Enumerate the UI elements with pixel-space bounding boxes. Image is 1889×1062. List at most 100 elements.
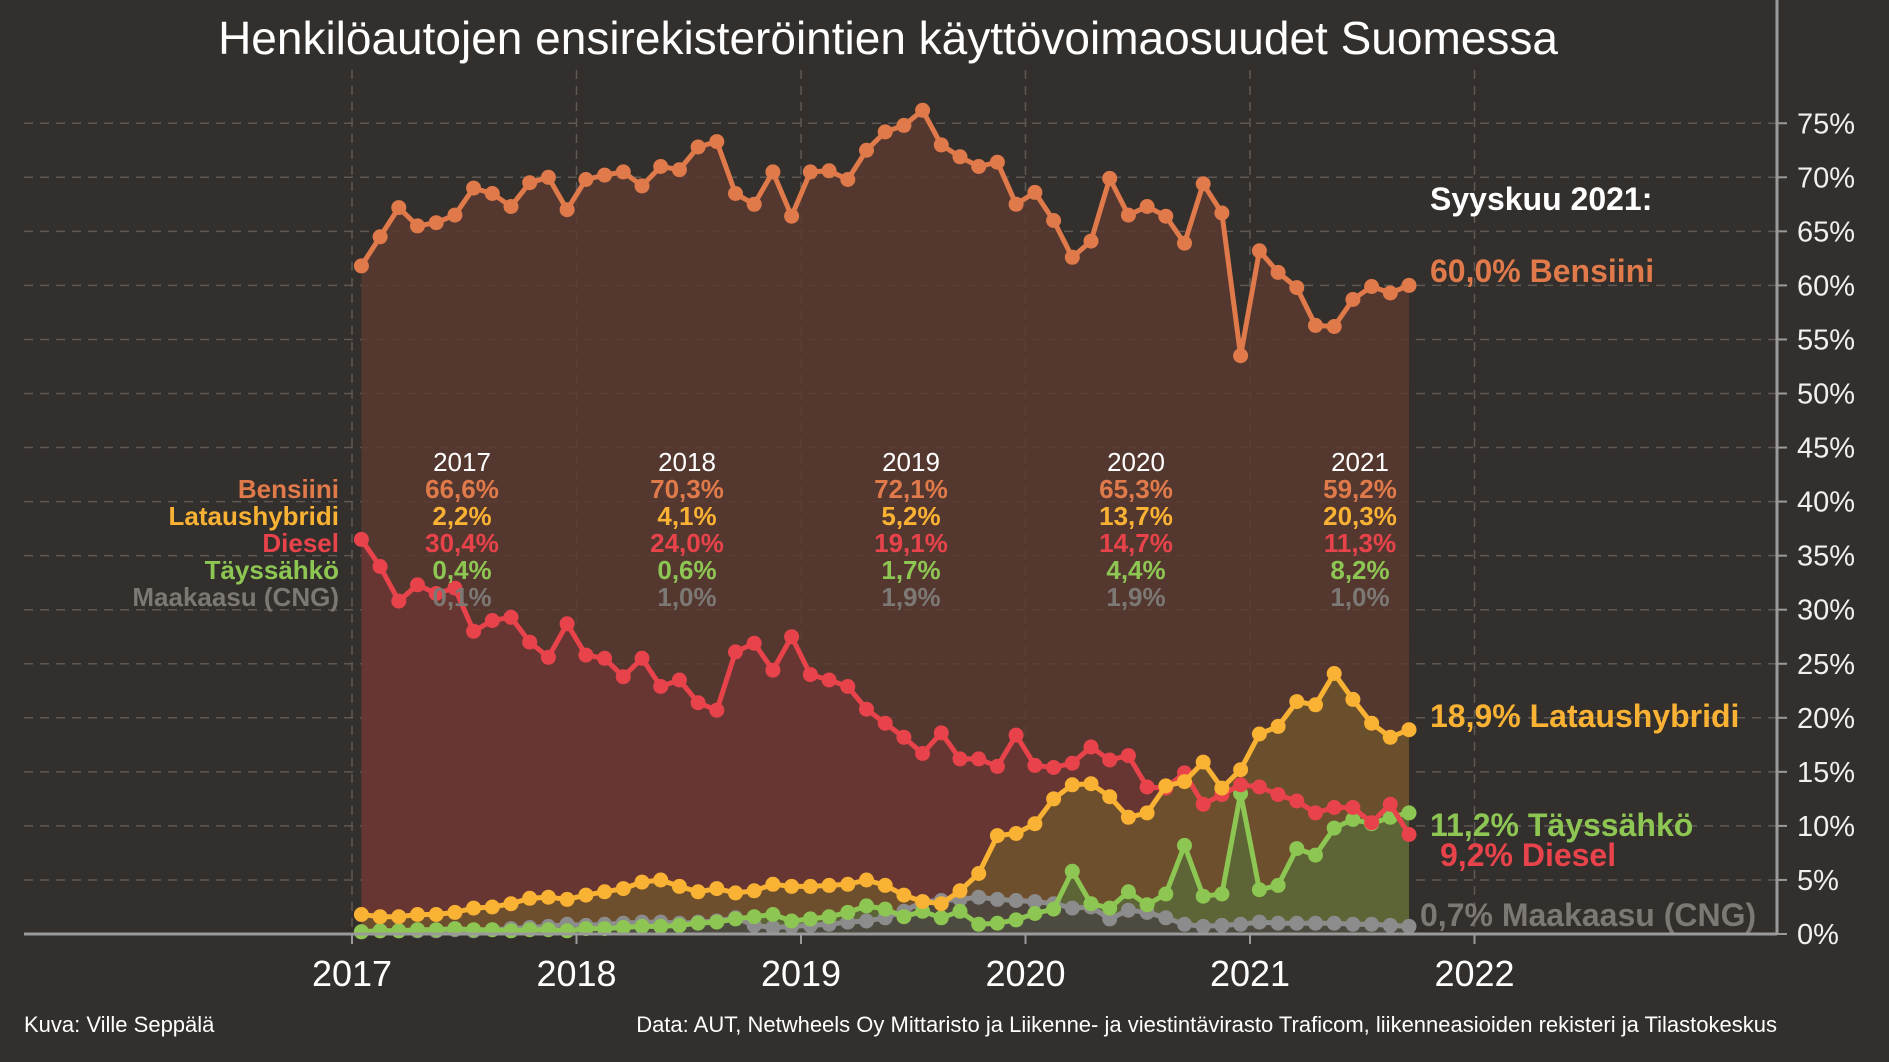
data-point [1083, 233, 1099, 249]
data-point [1008, 893, 1024, 908]
data-point [372, 559, 388, 574]
summary-value: 19,1% [874, 528, 948, 558]
data-point [1046, 901, 1062, 917]
data-point [410, 218, 425, 234]
data-point [859, 142, 874, 158]
data-point [915, 102, 931, 118]
data-point [971, 889, 987, 905]
data-point [989, 828, 1005, 844]
data-point [1270, 915, 1286, 931]
data-point [1195, 888, 1211, 904]
data-point [877, 877, 893, 893]
data-point [1326, 319, 1342, 334]
data-point [466, 623, 482, 639]
data-point [1120, 809, 1136, 825]
data-point [1008, 826, 1024, 841]
data-point [1308, 847, 1323, 863]
data-point [447, 580, 463, 596]
data-point [1177, 916, 1192, 932]
summary-year: 2018 [658, 447, 716, 477]
data-point [1345, 811, 1361, 827]
data-point [1120, 207, 1136, 223]
data-point [1195, 754, 1211, 770]
data-point [428, 907, 444, 922]
data-point [971, 916, 987, 932]
data-point [1064, 863, 1080, 879]
data-point [746, 883, 762, 899]
data-point [952, 149, 968, 165]
data-point [1064, 900, 1080, 916]
data-point [653, 679, 669, 694]
data-point [1102, 900, 1118, 916]
data-point [765, 876, 781, 892]
data-point [728, 186, 743, 201]
data-point [1046, 213, 1062, 228]
data-point [1195, 796, 1211, 812]
data-point [1289, 793, 1305, 809]
data-point [615, 669, 631, 685]
data-point [597, 921, 613, 937]
data-point [896, 729, 912, 745]
data-point [1027, 757, 1043, 773]
data-point [1308, 915, 1323, 931]
data-point [634, 918, 650, 934]
end-label: 9,2% Diesel [1440, 837, 1616, 873]
data-point [540, 169, 556, 185]
data-point [671, 917, 687, 933]
data-point [597, 167, 613, 183]
data-point [671, 162, 687, 178]
data-point [728, 885, 743, 901]
data-point [1139, 199, 1155, 214]
data-point [353, 924, 369, 940]
data-point [615, 164, 631, 180]
summary-value: 66,6% [425, 474, 499, 504]
data-point [372, 923, 388, 939]
data-point [690, 884, 706, 900]
data-point [728, 911, 743, 927]
data-point [522, 890, 538, 906]
data-point [1083, 776, 1099, 792]
data-point [709, 881, 725, 897]
summary-value: 0,1% [432, 582, 491, 612]
data-point [447, 207, 463, 223]
summary-value: 65,3% [1099, 474, 1173, 504]
data-point [1233, 916, 1249, 932]
summary-year: 2019 [882, 447, 940, 477]
data-point [765, 164, 781, 180]
end-label: 60,0% Bensiini [1430, 253, 1654, 289]
end-label: 11,2% Täyssähkö [1430, 807, 1693, 843]
summary-value: 1,0% [657, 582, 716, 612]
data-point [372, 909, 388, 925]
data-point [391, 200, 407, 216]
y-tick-label: 30% [1797, 595, 1855, 627]
data-point [503, 609, 519, 625]
data-point [1158, 910, 1174, 926]
y-tick-label: 10% [1797, 811, 1855, 843]
data-point [1102, 789, 1118, 805]
summary-value: 72,1% [874, 474, 948, 504]
data-point [933, 725, 949, 741]
data-point [1027, 906, 1043, 921]
x-tick-label: 2018 [536, 953, 616, 994]
data-point [877, 901, 893, 917]
y-tick-label: 50% [1797, 379, 1855, 411]
data-point [578, 647, 594, 663]
data-point [859, 701, 874, 717]
data-point [653, 872, 669, 888]
data-point [746, 635, 762, 651]
summary-value: 2,2% [432, 501, 491, 531]
data-point [840, 679, 856, 694]
data-point [1401, 722, 1417, 738]
data-point [653, 918, 669, 934]
data-point [1083, 896, 1099, 912]
data-point [1008, 727, 1024, 743]
data-point [989, 154, 1005, 170]
data-point [1214, 205, 1230, 221]
y-tick-label: 40% [1797, 487, 1855, 519]
data-point [933, 896, 949, 912]
x-tick-label: 2021 [1210, 953, 1290, 994]
data-point [1064, 755, 1080, 771]
data-point [1308, 317, 1323, 333]
data-point [1102, 170, 1118, 186]
data-point [1008, 912, 1024, 928]
